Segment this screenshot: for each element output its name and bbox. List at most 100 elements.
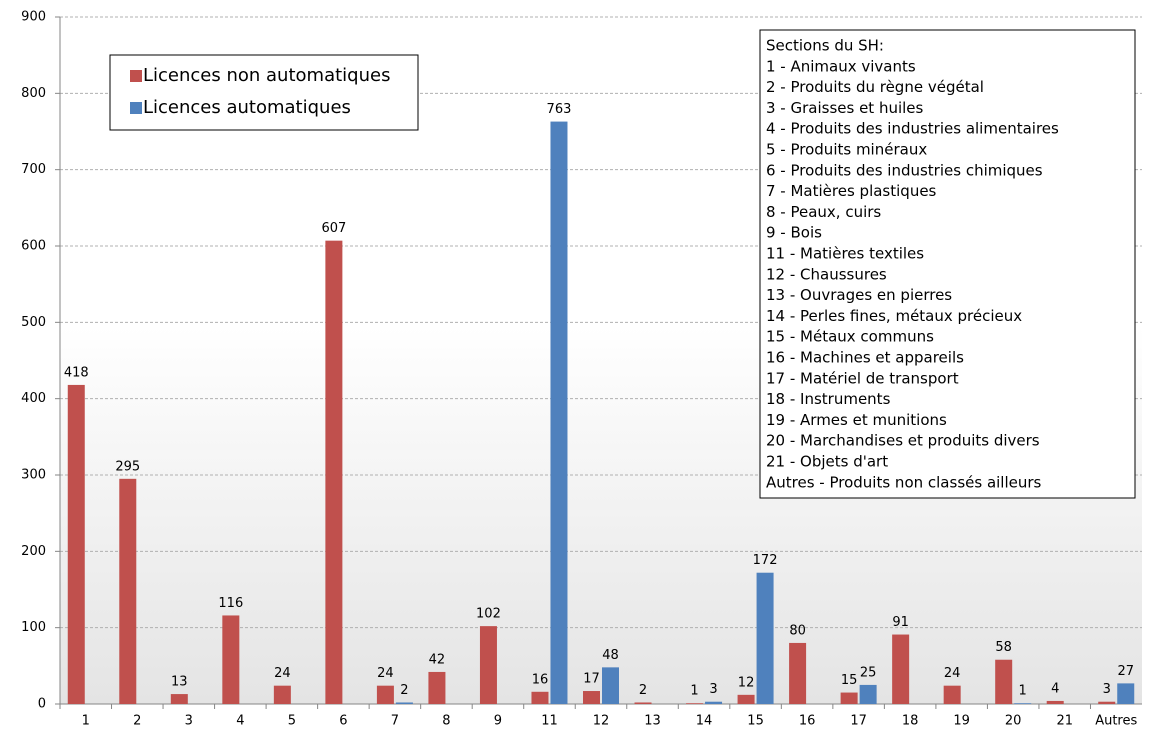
bar [705, 701, 723, 704]
bar [1098, 701, 1116, 704]
sections-item: 2 - Produits du règne végétal [766, 78, 984, 96]
bar [119, 478, 137, 704]
sections-item: 13 - Ouvrages en pierres [766, 286, 952, 304]
y-tick-label: 500 [21, 315, 46, 330]
y-tick-label: 100 [21, 620, 46, 635]
legend-label: Licences non automatiques [143, 65, 390, 86]
y-tick-label: 600 [21, 239, 46, 254]
x-tick-label: 7 [391, 714, 399, 729]
bar [859, 684, 877, 704]
data-label: 172 [753, 553, 778, 568]
data-label: 3 [709, 682, 717, 697]
bar [531, 691, 549, 704]
data-label: 2 [639, 683, 647, 698]
x-tick-label: 9 [494, 714, 502, 729]
x-tick-label: 11 [541, 714, 558, 729]
sections-item: Autres - Produits non classés ailleurs [766, 473, 1042, 491]
bar [943, 685, 961, 704]
sections-item: 9 - Bois [766, 224, 822, 242]
sections-item: 16 - Machines et appareils [766, 349, 964, 367]
sections-box [759, 29, 1136, 499]
sections-item: 1 - Animaux vivants [766, 57, 916, 75]
bar [686, 703, 704, 704]
data-label: 1 [1019, 684, 1027, 699]
bar [428, 671, 446, 704]
data-label: 48 [602, 648, 619, 663]
sections-item: 8 - Peaux, cuirs [766, 203, 881, 221]
bar [1117, 683, 1135, 704]
sections-item: 18 - Instruments [766, 390, 891, 408]
data-label: 25 [860, 665, 877, 680]
data-label: 102 [476, 607, 501, 622]
x-tick-label: 16 [799, 714, 816, 729]
x-tick-label: 12 [593, 714, 610, 729]
data-label: 58 [995, 640, 1012, 655]
y-tick-label: 700 [21, 162, 46, 177]
x-tick-label: 15 [747, 714, 764, 729]
bar [67, 384, 85, 704]
y-tick-label: 900 [21, 10, 46, 25]
sections-item: 6 - Produits des industries chimiques [766, 161, 1043, 179]
bar [602, 667, 619, 704]
x-tick-label: 1 [82, 714, 90, 729]
y-tick-label: 300 [21, 468, 46, 483]
bar [222, 615, 240, 704]
sections-item: 19 - Armes et munitions [766, 411, 947, 429]
data-label: 13 [171, 675, 188, 690]
y-tick-label: 800 [21, 86, 46, 101]
bar [789, 642, 807, 704]
bar [634, 702, 652, 704]
sections-item: 12 - Chaussures [766, 265, 887, 283]
bar [395, 702, 413, 704]
x-tick-label: 14 [696, 714, 713, 729]
data-label: 1 [690, 684, 698, 699]
sections-item: 3 - Graisses et huiles [766, 99, 924, 117]
sections-item: 21 - Objets d'art [766, 453, 888, 471]
x-tick-label: 2 [133, 714, 141, 729]
x-tick-label: 20 [1005, 714, 1022, 729]
data-label: 24 [944, 666, 961, 681]
data-label: 2 [400, 683, 408, 698]
bar [737, 694, 755, 704]
data-label: 15 [841, 673, 858, 688]
data-label: 17 [583, 672, 600, 687]
bar [995, 659, 1013, 704]
bar [1014, 703, 1032, 704]
data-label: 27 [1117, 664, 1134, 679]
x-tick-label: 17 [850, 714, 867, 729]
y-tick-label: 400 [21, 391, 46, 406]
x-tick-label: 4 [236, 714, 244, 729]
bar [892, 634, 910, 704]
bar [550, 121, 568, 705]
data-label: 42 [429, 652, 446, 667]
bar [1046, 700, 1064, 704]
data-label: 116 [218, 596, 243, 611]
data-label: 91 [892, 615, 909, 630]
data-label: 4 [1051, 681, 1059, 696]
bar [840, 692, 858, 704]
sections-item: 11 - Matières textiles [766, 245, 924, 263]
data-label: 418 [64, 365, 89, 380]
data-label: 80 [789, 623, 806, 638]
bar [583, 691, 600, 704]
sections-title: Sections du SH: [766, 37, 884, 55]
x-tick-label: 13 [644, 714, 661, 729]
x-tick-label: 18 [902, 714, 919, 729]
bar [170, 694, 188, 704]
legend-swatch [130, 70, 142, 82]
bar [376, 685, 394, 704]
bar [273, 685, 291, 704]
sections-item: 15 - Métaux communs [766, 328, 934, 346]
sections-item: 5 - Produits minéraux [766, 141, 927, 159]
y-tick-label: 0 [38, 697, 46, 712]
bar [756, 572, 774, 704]
sections-item: 17 - Matériel de transport [766, 369, 959, 387]
x-tick-label: 8 [442, 714, 450, 729]
sections-item: 14 - Perles fines, métaux précieux [766, 307, 1022, 325]
sections-item: 4 - Produits des industries alimentaires [766, 120, 1059, 138]
y-tick-label: 200 [21, 544, 46, 559]
data-label: 24 [274, 666, 291, 681]
x-tick-label: 6 [339, 714, 347, 729]
bar [479, 626, 497, 704]
